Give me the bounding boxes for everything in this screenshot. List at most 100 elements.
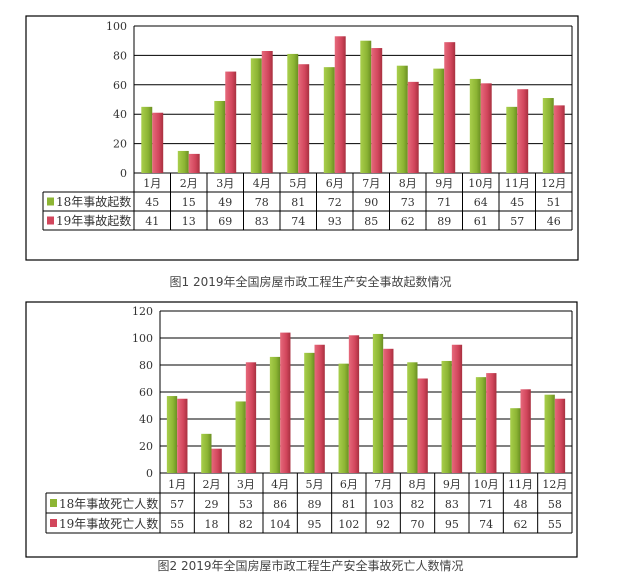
chart-1: 0 20 40 60 80 100 1月 2月 3月 4月 5月 6月 7月 8月 9月 10月 11月 12月 1…	[25, 15, 579, 261]
bar-series2	[280, 332, 291, 473]
x-tick-label: 6月	[326, 177, 344, 190]
bar-series2	[407, 81, 419, 173]
bar-series1	[542, 98, 554, 173]
data-label: 82	[239, 518, 253, 531]
data-label: 89	[437, 215, 451, 228]
data-label: 58	[548, 498, 562, 511]
y-tick-label: 80	[139, 359, 153, 372]
bar-series1	[235, 401, 246, 473]
bar-series2	[553, 105, 565, 173]
legend-swatch	[47, 197, 54, 206]
data-label: 78	[255, 196, 269, 209]
y-tick-label: 60	[139, 386, 153, 399]
data-label: 86	[273, 498, 287, 511]
x-tick-label: 4月	[253, 177, 271, 190]
x-tick-label: 3月	[237, 478, 255, 491]
data-label: 55	[170, 518, 184, 531]
bar-series1	[441, 360, 452, 473]
data-label: 73	[401, 196, 415, 209]
legend-label: 19年事故死亡人数	[59, 516, 158, 531]
bar-series1	[201, 433, 212, 473]
data-label: 46	[547, 215, 561, 228]
y-tick-label: 80	[113, 49, 127, 62]
y-tick-label: 40	[113, 108, 127, 121]
data-label: 15	[182, 196, 196, 209]
bar-series2	[211, 448, 222, 473]
data-label: 72	[328, 196, 342, 209]
x-tick-label: 5月	[306, 478, 324, 491]
data-label: 74	[291, 215, 305, 228]
data-label: 29	[205, 498, 219, 511]
bar-series2	[417, 378, 428, 473]
bar-series2	[444, 42, 456, 173]
x-tick-label: 1月	[168, 478, 186, 491]
x-tick-label: 3月	[216, 177, 234, 190]
y-tick-label: 40	[139, 413, 153, 426]
bar-series2	[554, 398, 566, 473]
bar-series2	[371, 48, 383, 173]
data-label: 74	[479, 518, 493, 531]
bar-series1	[214, 100, 226, 173]
bar-series2	[298, 64, 310, 173]
bar-series1	[250, 58, 262, 174]
data-label: 49	[218, 196, 232, 209]
x-tick-label: 5月	[289, 177, 307, 190]
bar-series1	[177, 150, 189, 173]
bar-series2	[152, 112, 164, 173]
bar-series2	[334, 36, 346, 173]
bar-series2	[225, 71, 237, 173]
data-label: 95	[445, 518, 459, 531]
data-label: 81	[342, 498, 356, 511]
bar-series1	[407, 362, 418, 473]
legend-swatch	[50, 499, 57, 507]
bar-series2	[314, 344, 325, 473]
y-tick-label: 0	[120, 167, 127, 180]
bar-series2	[486, 373, 497, 473]
data-label: 48	[514, 498, 528, 511]
x-tick-label: 7月	[362, 177, 380, 190]
data-label: 83	[255, 215, 269, 228]
data-label: 64	[474, 196, 488, 209]
bar-series1	[396, 65, 408, 173]
chart-2: 0 20 40 60 80 100 120 1月 2月 3月 4月 5月 6月 7月 8月 9月 10月 11月 1…	[25, 301, 578, 558]
bar-series1	[372, 333, 384, 473]
x-tick-label: 2月	[180, 177, 198, 190]
bar-series1	[475, 377, 487, 473]
bar-series1	[287, 53, 299, 173]
data-label: 95	[308, 518, 322, 531]
x-tick-label: 4月	[271, 478, 289, 491]
data-label: 103	[373, 498, 394, 511]
x-tick-label: 10月	[474, 478, 499, 491]
bar-series2	[451, 344, 463, 473]
bar-series2	[480, 83, 492, 173]
bar-series2	[188, 153, 200, 173]
y-tick-label: 20	[113, 138, 127, 151]
bar-series1	[166, 396, 178, 473]
data-label: 53	[239, 498, 253, 511]
y-tick-label: 0	[146, 467, 153, 480]
data-label: 102	[338, 518, 359, 531]
x-tick-label: 8月	[399, 177, 417, 190]
data-label: 45	[510, 196, 524, 209]
data-label: 85	[364, 215, 378, 228]
x-tick-label: 1月	[143, 177, 161, 190]
x-tick-label: 7月	[374, 478, 392, 491]
y-tick-label: 20	[139, 440, 153, 453]
bar-series1	[304, 352, 315, 473]
data-label: 93	[328, 215, 342, 228]
x-tick-label: 12月	[542, 478, 567, 491]
data-label: 71	[479, 498, 493, 511]
y-tick-label: 60	[113, 79, 127, 92]
data-label: 69	[218, 215, 232, 228]
data-label: 18	[205, 518, 219, 531]
data-label: 57	[170, 498, 184, 511]
legend-label: 19年事故起数	[56, 213, 131, 228]
data-label: 81	[291, 196, 305, 209]
bar-series2	[177, 398, 188, 473]
chart-frame	[25, 301, 578, 558]
x-tick-label: 2月	[203, 478, 221, 491]
data-label: 62	[514, 518, 528, 531]
data-label: 55	[548, 518, 562, 531]
data-label: 90	[364, 196, 378, 209]
bar-series2	[348, 335, 360, 473]
